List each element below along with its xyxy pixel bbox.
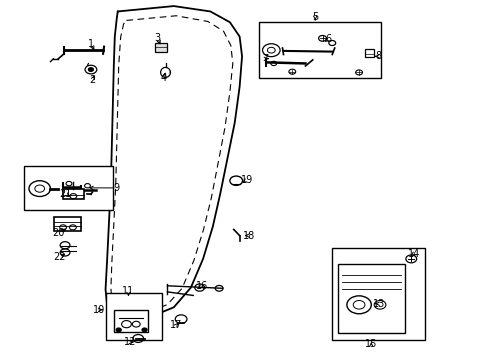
FancyBboxPatch shape (155, 43, 167, 51)
Circle shape (142, 328, 147, 332)
Text: 7: 7 (262, 54, 268, 64)
Text: 13: 13 (372, 299, 384, 309)
Bar (365, 49, 373, 57)
Text: 17: 17 (170, 320, 182, 330)
Bar (259, 22, 380, 78)
Text: 9: 9 (113, 183, 120, 193)
Bar (63, 189, 83, 199)
Text: 16: 16 (195, 281, 207, 291)
FancyBboxPatch shape (337, 264, 405, 333)
Text: 5: 5 (311, 12, 318, 22)
Bar (105, 293, 161, 339)
Bar (24, 166, 113, 211)
Text: 22: 22 (53, 252, 65, 262)
Text: 15: 15 (365, 339, 377, 349)
Text: 20: 20 (52, 228, 64, 238)
Text: 8: 8 (375, 51, 381, 61)
Bar (54, 217, 81, 231)
Text: 19: 19 (240, 175, 253, 185)
Text: 3: 3 (154, 33, 161, 43)
Text: 18: 18 (243, 231, 255, 240)
Text: 21: 21 (59, 189, 71, 199)
Text: 1: 1 (88, 39, 94, 49)
Circle shape (88, 68, 93, 71)
Text: 6: 6 (325, 34, 331, 44)
Text: 11: 11 (122, 286, 134, 296)
Text: 14: 14 (407, 248, 420, 258)
Text: 4: 4 (161, 73, 167, 83)
Circle shape (116, 328, 121, 332)
Bar (331, 248, 424, 339)
Text: 12: 12 (123, 337, 136, 347)
Text: 10: 10 (93, 305, 105, 315)
Bar (114, 310, 148, 332)
Text: 2: 2 (89, 75, 95, 85)
